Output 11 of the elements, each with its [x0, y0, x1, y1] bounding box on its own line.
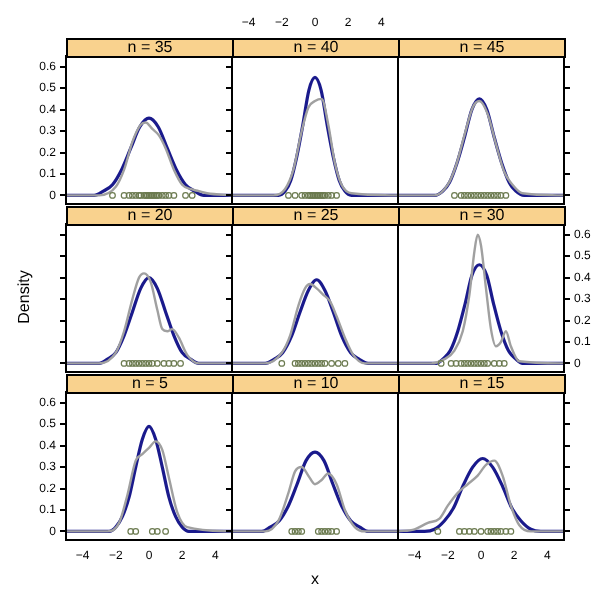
chart-title: n = 5	[66, 374, 234, 394]
chart-title: n = 10	[232, 374, 400, 394]
y-axis-title: Density	[15, 268, 33, 328]
x-axis-title: x	[309, 570, 321, 588]
chart-title: n = 45	[398, 38, 566, 58]
chart-title: n = 35	[66, 38, 234, 58]
chart-title: n = 40	[232, 38, 400, 58]
chart-title: n = 20	[66, 206, 234, 226]
chart-title: n = 15	[398, 374, 566, 394]
chart-title: n = 30	[398, 206, 566, 226]
chart-title: n = 25	[232, 206, 400, 226]
